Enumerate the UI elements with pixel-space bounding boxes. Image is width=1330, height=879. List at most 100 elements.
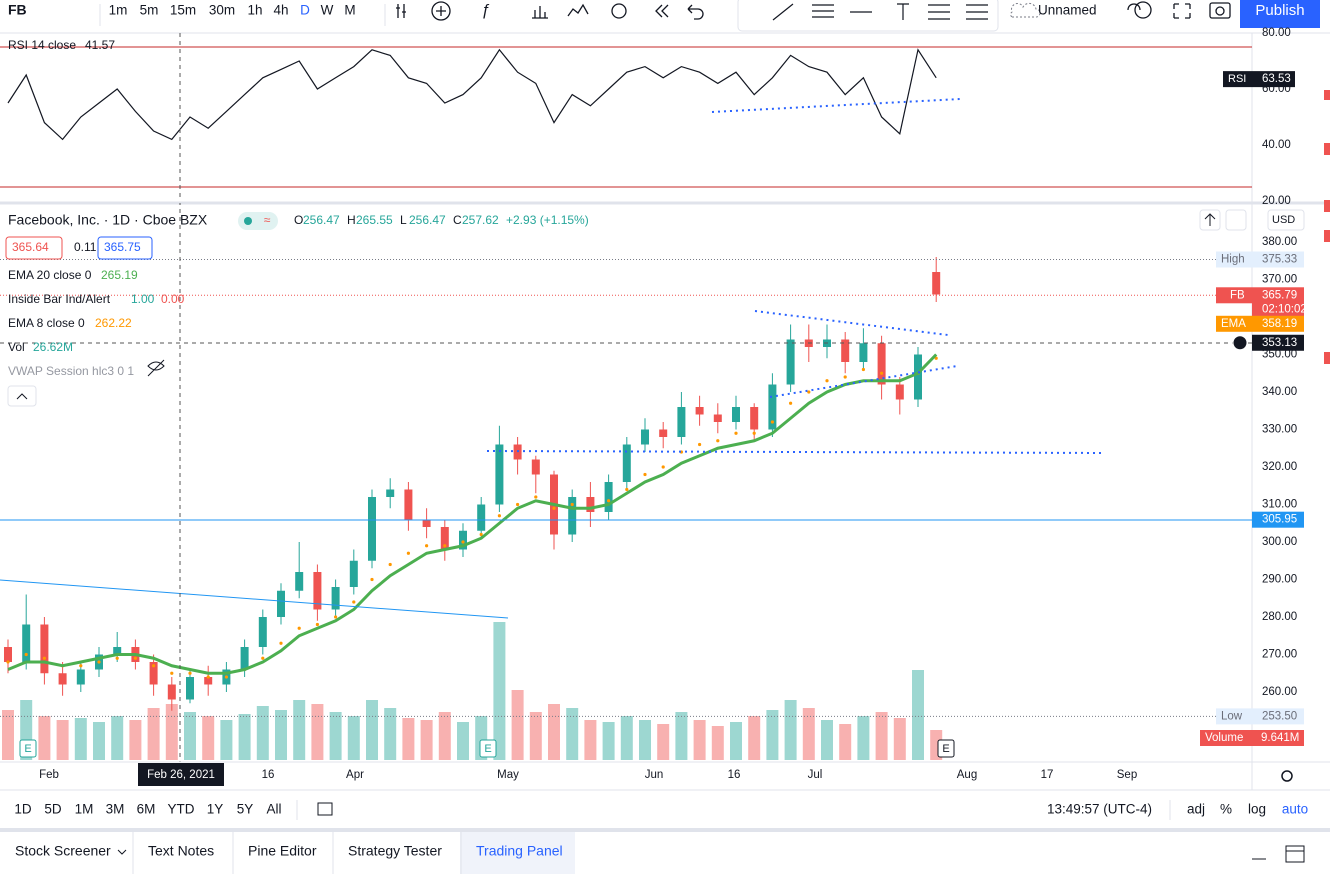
symbol[interactable]: FB [8, 2, 27, 18]
volume-bar [912, 670, 924, 760]
collapse-button[interactable] [7, 385, 37, 407]
volume-bar [311, 704, 324, 760]
candle-body [4, 647, 12, 662]
tab[interactable]: Pine Editor [248, 843, 317, 859]
volume-bar [584, 720, 597, 760]
ema8-dot [261, 656, 265, 660]
interval[interactable]: D [300, 3, 310, 18]
scale-option[interactable]: auto [1282, 802, 1308, 817]
layout-name[interactable]: Unnamed [1038, 3, 1097, 18]
interval[interactable]: 15m [170, 3, 196, 18]
fx-icon[interactable]: ƒ [481, 2, 490, 19]
ema8-dot [279, 641, 283, 645]
ema8-dot [807, 390, 811, 394]
interval[interactable]: 1h [247, 3, 262, 18]
volume-bar [74, 718, 87, 760]
price-label-name: Low [1221, 710, 1243, 722]
chart-title: Facebook, Inc. · 1D · Cboe BZX [8, 212, 208, 228]
volume-bar [238, 714, 251, 760]
ema8-dot [716, 439, 720, 443]
price-tick-label: 330.00 [1262, 424, 1297, 436]
ema8-dot [42, 656, 47, 660]
price-tick-label: 340.00 [1262, 386, 1297, 398]
candle-body [877, 343, 886, 385]
interval[interactable]: 4h [273, 3, 288, 18]
hidden-icon[interactable] [147, 359, 165, 377]
interval[interactable]: M [344, 3, 355, 18]
range-button[interactable]: 1D [14, 802, 32, 817]
interval[interactable]: 5m [140, 3, 159, 18]
ema8-dot [388, 562, 392, 567]
maximize-button[interactable] [1225, 209, 1247, 231]
time-label: Jul [808, 769, 823, 781]
crosshair-date: Feb 26, 2021 [147, 769, 215, 781]
interval[interactable]: 1m [109, 3, 128, 18]
candle-body [713, 414, 722, 422]
support-line [486, 450, 1106, 454]
scale-option[interactable]: adj [1187, 802, 1205, 817]
publish-label[interactable]: Publish [1255, 2, 1304, 19]
time-label: Aug [957, 769, 977, 781]
interval[interactable]: W [321, 3, 334, 18]
rsi-tick-label: 40.00 [1262, 139, 1291, 151]
range-button[interactable]: 5D [44, 802, 62, 817]
settings-icon[interactable] [1127, 3, 1141, 11]
crosshair-date-box [138, 763, 224, 786]
undo-icon[interactable] [687, 4, 704, 20]
scale-option[interactable]: % [1220, 802, 1232, 817]
candle-icon[interactable] [396, 4, 406, 18]
volume-bar [184, 712, 196, 760]
publish-button[interactable] [1240, 0, 1320, 28]
interval[interactable]: 30m [209, 3, 235, 18]
candle-body [404, 489, 413, 520]
indicator-name: EMA 20 close 0 [8, 268, 92, 282]
rsi-badge-bg [1223, 71, 1295, 88]
candle-body [313, 572, 322, 610]
rsi-legend: RSI 14 close [8, 38, 76, 52]
range-button[interactable]: All [266, 802, 281, 817]
volume-bar [548, 704, 560, 760]
price-label-name: FB [1230, 289, 1245, 301]
range-button[interactable]: 1Y [207, 802, 224, 817]
price-label-name-bg [1216, 315, 1252, 332]
drawing-tools[interactable] [772, 3, 988, 21]
volume-bar [2, 710, 14, 760]
range-button[interactable]: YTD [168, 802, 195, 817]
range-button[interactable]: 6M [137, 802, 156, 817]
candle-body [167, 684, 176, 700]
date-range-icon[interactable] [317, 802, 333, 816]
ema8-dot [497, 514, 501, 518]
range-button[interactable]: 3M [106, 802, 125, 817]
panel-controls[interactable] [1252, 845, 1305, 863]
ema8-dot [698, 442, 702, 447]
fullscreen-icon[interactable] [1173, 3, 1191, 19]
ema8-dot [570, 502, 574, 507]
time-label: 16 [262, 769, 275, 781]
tab[interactable]: Trading Panel [476, 843, 563, 859]
tab[interactable]: Strategy Tester [348, 843, 442, 859]
range-button[interactable]: 1M [75, 802, 94, 817]
ema8-dot [479, 532, 483, 537]
ema8-dot [752, 431, 756, 435]
currency-button[interactable] [1267, 209, 1305, 231]
candle-body [186, 677, 194, 700]
price-tick-label: 380.00 [1262, 236, 1297, 248]
rsi-tick-label: 80.00 [1262, 27, 1291, 39]
indicators-icon[interactable] [567, 3, 589, 17]
price-tick-label: 300.00 [1262, 536, 1297, 548]
price-pane [0, 257, 1252, 760]
drawing-icons [772, 3, 988, 21]
replay-icon[interactable] [655, 4, 669, 18]
currency[interactable]: USD [1272, 214, 1295, 226]
volume-bar [821, 720, 833, 760]
compare-icon[interactable] [532, 6, 548, 19]
alert-icon[interactable] [611, 3, 627, 19]
scale-option[interactable]: log [1248, 802, 1266, 817]
volume-bar [529, 712, 542, 760]
tab[interactable]: Text Notes [148, 843, 214, 859]
range-button[interactable]: 5Y [237, 802, 254, 817]
axis-settings[interactable] [1281, 770, 1293, 782]
snapshot-icon[interactable] [1209, 2, 1231, 19]
add-icon[interactable] [431, 1, 451, 21]
tab[interactable]: Stock Screener [15, 843, 111, 859]
